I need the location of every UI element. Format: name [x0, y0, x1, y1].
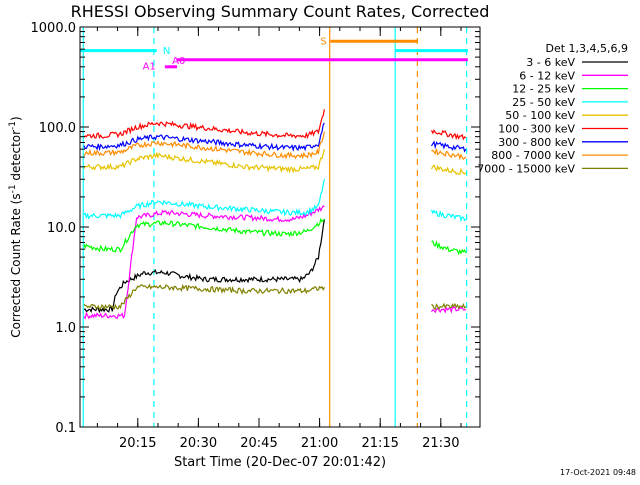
legend-label: 25 - 50 keV	[512, 96, 575, 109]
legend-label: 50 - 100 keV	[505, 109, 575, 122]
y-axis-label: Corrected Count Rate (s-1 detector-1)	[8, 116, 23, 337]
y-axis: 0.1 1.0 10.0 100.0 1000.0	[31, 21, 480, 436]
legend-label: 100 - 300 keV	[498, 123, 575, 136]
series-line	[430, 129, 467, 141]
series-line	[430, 140, 467, 153]
series-line	[430, 164, 467, 175]
series-line	[430, 209, 467, 223]
legend-label: 800 - 7000 keV	[491, 149, 575, 162]
series-line	[83, 217, 325, 254]
legend-label: 12 - 25 keV	[512, 83, 575, 96]
x-tick-label: 20:30	[180, 436, 217, 451]
chart-title: RHESSI Observing Summary Count Rates, Co…	[71, 2, 490, 21]
interval-label: S	[320, 37, 326, 48]
legend-label: 300 - 800 keV	[498, 136, 575, 149]
series-line	[83, 131, 325, 160]
series-line	[83, 149, 325, 174]
series-line	[83, 205, 325, 320]
series-line	[431, 305, 467, 314]
y-tick-label: 1000.0	[31, 21, 77, 36]
interval-label: A1	[143, 62, 156, 73]
series-line	[431, 240, 467, 256]
series-line	[83, 219, 325, 314]
x-tick-label: 20:15	[119, 436, 156, 451]
series-line	[431, 148, 467, 161]
legend-label: 6 - 12 keV	[519, 69, 575, 82]
plot-frame	[79, 26, 481, 428]
legend-title: Det 1,3,4,5,6,9	[545, 42, 628, 55]
y-tick-label: 1.0	[55, 321, 76, 336]
x-tick-label: 21:15	[361, 436, 398, 451]
plot-area: N S A0 A1	[80, 27, 468, 427]
interval-label: N	[163, 46, 170, 57]
series-line	[83, 283, 325, 311]
x-tick-label: 21:00	[301, 436, 338, 451]
x-tick-label: 20:45	[240, 436, 277, 451]
y-tick-label: 100.0	[39, 121, 76, 136]
timestamp: 17-Oct-2021 09:48	[560, 468, 636, 477]
y-tick-label: 0.1	[55, 421, 76, 436]
legend-label: 3 - 6 keV	[526, 56, 575, 69]
series-line	[83, 122, 325, 152]
legend-label: 7000 - 15000 keV	[477, 162, 575, 175]
x-axis: 20:15 20:30 20:45 21:00 21:15 21:30	[96, 27, 462, 451]
x-tick-label: 21:30	[422, 436, 459, 451]
series-line	[83, 109, 325, 140]
series-line	[431, 302, 467, 311]
interval-label: A0	[172, 56, 185, 67]
x-axis-label: Start Time (20-Dec-07 20:01:42)	[174, 455, 386, 470]
series-line	[83, 179, 325, 220]
y-tick-label: 10.0	[47, 221, 76, 236]
